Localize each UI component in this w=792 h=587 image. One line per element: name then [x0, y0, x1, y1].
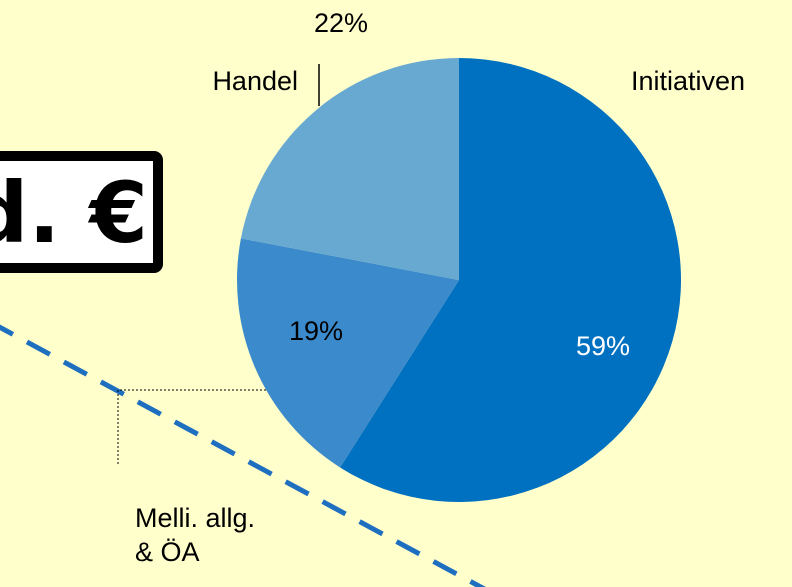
category-label: Handel — [212, 66, 298, 96]
pie-slice — [340, 58, 682, 502]
annotation-box — [0, 151, 163, 273]
pie-slice — [240, 58, 459, 280]
value-label: 59% — [576, 331, 630, 361]
value-label: 19% — [289, 316, 343, 346]
annotation: d. € — [0, 164, 148, 262]
leader-line — [117, 389, 266, 466]
category-label: Melli. allg. & ÖA — [135, 503, 255, 567]
category-label: Initiativen — [631, 66, 745, 96]
dashed-line — [0, 324, 487, 587]
pie-slice — [237, 238, 459, 468]
value-label: 22% — [314, 8, 368, 38]
